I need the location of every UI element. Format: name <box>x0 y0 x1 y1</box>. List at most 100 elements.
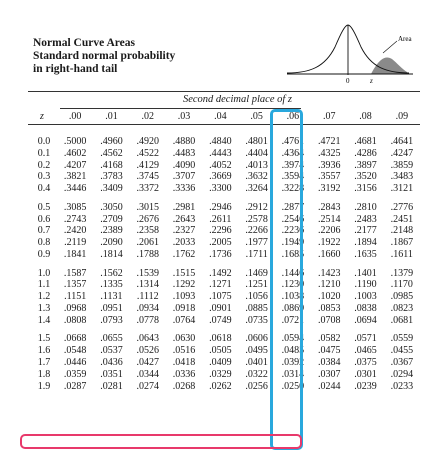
probability-cell: .4761 <box>281 136 305 147</box>
probability-cell: .0505 <box>209 345 232 357</box>
probability-cell: .0823 <box>390 302 414 314</box>
z-value: 1.4 <box>37 314 51 326</box>
table-row: 1.0 .1587 .1562 .1539 .1515 .1492 .1469 .1446 .1… <box>27 268 420 280</box>
probability-cell: .3050 <box>100 201 123 213</box>
probability-cell: .1660 <box>317 248 341 260</box>
probability-cell: .0233 <box>390 380 414 392</box>
probability-cell: .1357 <box>63 279 87 291</box>
table-title: Normal Curve Areas Standard normal proba… <box>33 37 175 76</box>
probability-cell: .0344 <box>136 368 159 380</box>
probability-cell: .0934 <box>136 302 159 314</box>
probability-cell: .1736 <box>209 248 232 260</box>
probability-cell: .3821 <box>63 171 87 183</box>
probability-cell: .1093 <box>172 291 196 303</box>
table-subheading: Second decimal place of z <box>182 94 292 105</box>
probability-cell: .0735 <box>245 314 268 326</box>
probability-cell: .3936 <box>317 159 341 171</box>
probability-cell: .4960 <box>100 136 123 147</box>
probability-cell: .0838 <box>354 302 377 314</box>
probability-cell: .3372 <box>136 183 159 195</box>
column-header: .06 <box>286 111 300 122</box>
probability-cell: .1379 <box>390 267 414 279</box>
probability-cell: .0618 <box>209 333 232 345</box>
probability-cell: .0808 <box>63 314 87 326</box>
table-row: 0.3 .3821 .3783 .3745 .3707 .3669 .3632 .3594 .3… <box>27 171 420 183</box>
probability-cell: .1469 <box>245 267 268 279</box>
probability-cell: .3520 <box>354 171 377 183</box>
table-row: 0.8 .2119 .2090 .2061 .2033 .2005 .1977 .1949 .1… <box>27 237 420 249</box>
probability-cell: .3264 <box>245 183 268 195</box>
table-row: 0.6 .2743 .2709 .2676 .2643 .2611 .2578 .2546 .2… <box>27 214 420 226</box>
table-row: 1.9 .0287 .0281 .0274 .0268 .0262 .0256 .0250 .0… <box>27 381 420 393</box>
probability-cell: .0968 <box>63 302 87 314</box>
probability-cell: .1515 <box>172 267 196 279</box>
probability-cell: .4641 <box>390 136 414 147</box>
z-value: 1.3 <box>37 302 51 314</box>
column-header: .00 <box>68 111 82 122</box>
probability-cell: .0301 <box>354 368 377 380</box>
z-header: z <box>40 111 44 122</box>
column-header: .05 <box>250 111 263 122</box>
probability-cell: .2327 <box>172 225 196 237</box>
probability-cell: .3121 <box>390 183 414 195</box>
probability-cell: .0294 <box>390 368 414 380</box>
probability-cell: .0436 <box>100 356 123 368</box>
probability-cell: .3897 <box>354 159 377 171</box>
probability-cell: .0262 <box>209 380 232 392</box>
probability-cell: .0256 <box>245 380 268 392</box>
probability-cell: .0359 <box>63 368 87 380</box>
title-line-3: in right-hand tail <box>33 63 118 75</box>
title-line-2: Standard normal probability <box>33 50 176 62</box>
title-line-1: Normal Curve Areas <box>33 37 135 49</box>
probability-cell: .0951 <box>100 302 123 314</box>
column-header-row: z .00 .01 .02 .03 .04 .05 .06 .07 .08 .09 <box>27 110 420 124</box>
z-value: 1.7 <box>37 356 51 368</box>
subheading-rule <box>60 108 301 109</box>
column-header: .09 <box>395 111 409 122</box>
probability-cell: .2483 <box>354 213 377 225</box>
probability-cell: .1292 <box>172 279 196 291</box>
z-label: z <box>369 77 373 85</box>
probability-cell: .1335 <box>100 279 123 291</box>
probability-cell: .2005 <box>209 237 232 249</box>
probability-cell: .0274 <box>136 380 159 392</box>
probability-cell: .4052 <box>209 159 232 171</box>
probability-cell: .1446 <box>281 267 305 279</box>
probability-cell: .3707 <box>172 171 196 183</box>
header-rule <box>28 124 420 125</box>
probability-cell: .0526 <box>136 345 159 357</box>
probability-cell: .0367 <box>390 356 414 368</box>
probability-cell: .4325 <box>317 147 341 159</box>
probability-cell: .2033 <box>172 237 196 249</box>
probability-cell: .0268 <box>172 380 196 392</box>
probability-cell: .1492 <box>209 267 232 279</box>
probability-cell: .3446 <box>63 183 87 195</box>
probability-cell: .1894 <box>354 237 377 249</box>
probability-cell: .0336 <box>172 368 196 380</box>
z-value: 1.1 <box>37 279 51 291</box>
probability-cell: .1038 <box>281 291 305 303</box>
z-table: z .00 .01 .02 .03 .04 .05 .06 .07 .08 .09 0.0 .500… <box>27 110 420 392</box>
probability-cell: .1788 <box>136 248 159 260</box>
probability-cell: .2611 <box>209 213 232 225</box>
table-row: 1.5 .0668 .0655 .0643 .0630 .0618 .0606 .0594 .0… <box>27 333 420 345</box>
right-tail-area <box>371 57 407 74</box>
probability-cell: .0475 <box>317 345 341 357</box>
z-value: 0.5 <box>37 201 51 213</box>
column-header: .07 <box>322 111 336 122</box>
probability-cell: .0384 <box>317 356 341 368</box>
probability-cell: .2090 <box>100 237 123 249</box>
area-pointer <box>382 40 398 54</box>
probability-cell: .0571 <box>354 333 377 345</box>
column-header: .02 <box>141 111 154 122</box>
probability-cell: .0314 <box>281 368 305 380</box>
probability-cell: .1867 <box>390 237 414 249</box>
probability-cell: .3015 <box>136 201 159 213</box>
probability-cell: .1711 <box>245 248 268 260</box>
probability-cell: .4286 <box>354 147 377 159</box>
probability-cell: .4880 <box>172 136 196 147</box>
probability-cell: .1814 <box>100 248 123 260</box>
z-value: 1.0 <box>37 267 51 279</box>
probability-cell: .4920 <box>136 136 159 147</box>
probability-cell: .2578 <box>245 213 268 225</box>
